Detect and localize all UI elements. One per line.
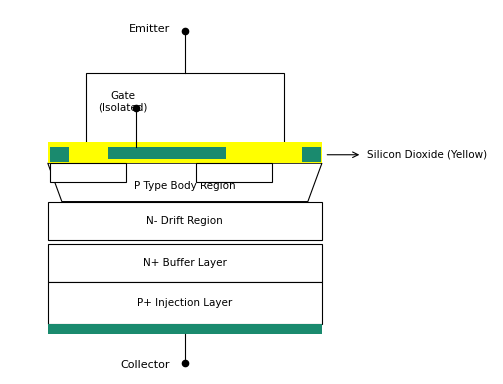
Bar	[48, 324, 322, 334]
Text: N- Drift Region: N- Drift Region	[146, 216, 223, 226]
Bar	[196, 163, 272, 182]
Bar	[302, 147, 321, 162]
Bar	[50, 147, 69, 162]
Bar	[50, 163, 126, 182]
Text: Gate
(Isolated): Gate (Isolated)	[99, 91, 148, 112]
Bar	[86, 73, 284, 148]
Bar	[48, 282, 322, 324]
Text: Collector: Collector	[121, 360, 170, 370]
Bar	[48, 202, 322, 240]
Text: N+ Emitter: N+ Emitter	[61, 167, 115, 178]
Polygon shape	[48, 163, 322, 202]
Bar	[48, 142, 322, 163]
Text: Silicon Dioxide (Yellow): Silicon Dioxide (Yellow)	[367, 150, 487, 160]
Text: N+ Emitter: N+ Emitter	[207, 167, 261, 178]
Bar	[108, 147, 226, 159]
Text: P Type Body Region: P Type Body Region	[134, 181, 236, 191]
Text: P+ Injection Layer: P+ Injection Layer	[137, 298, 232, 308]
Text: N+ Buffer Layer: N+ Buffer Layer	[143, 258, 227, 268]
Text: Emitter: Emitter	[129, 24, 170, 34]
Bar	[48, 244, 322, 282]
